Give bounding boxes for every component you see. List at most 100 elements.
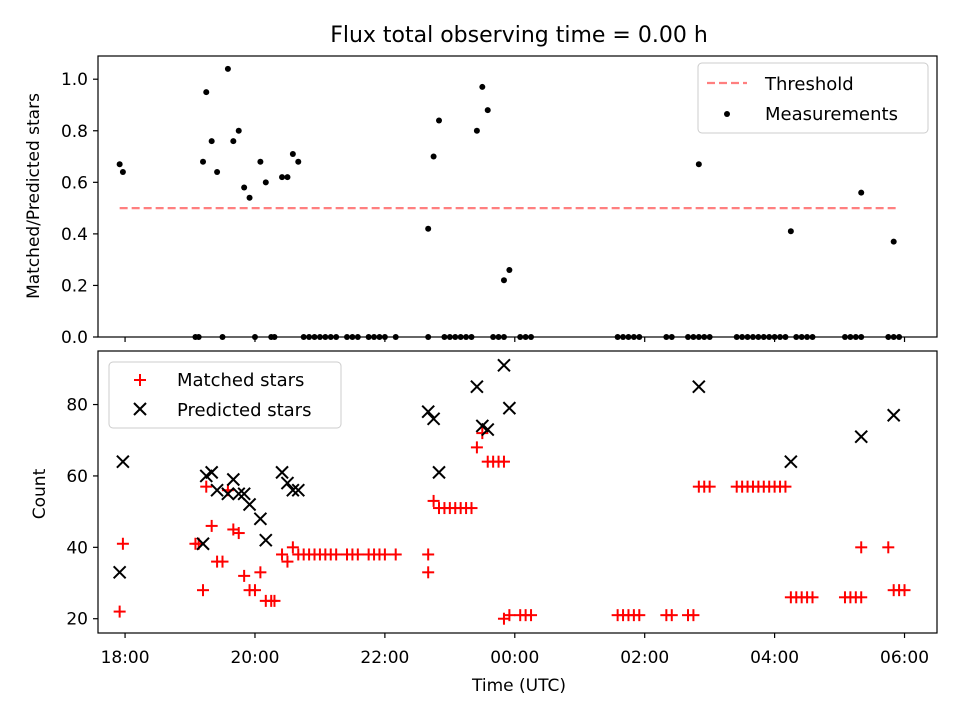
matched-star-marker xyxy=(779,480,792,493)
measurement-point xyxy=(235,127,242,134)
predicted-star-marker xyxy=(196,537,210,551)
predicted-star-marker xyxy=(497,358,511,372)
legend-predicted-label: Predicted stars xyxy=(177,400,311,421)
predicted-star-marker xyxy=(226,472,241,487)
matched-star-marker xyxy=(232,527,245,540)
measurement-point xyxy=(430,153,437,160)
matched-star-marker xyxy=(422,566,435,579)
predicted-star-marker xyxy=(692,379,706,394)
top-x-ticks xyxy=(124,337,906,342)
predicted-star-marker xyxy=(291,483,305,497)
predicted-star-marker xyxy=(112,565,127,580)
predicted-legend-swatch xyxy=(133,402,147,416)
measurement-point xyxy=(289,150,296,157)
matched-star-marker xyxy=(703,480,716,493)
matched-star-marker xyxy=(855,541,868,554)
measurement-point xyxy=(473,127,480,134)
matched-star-marker xyxy=(205,519,218,532)
legend-threshold-label: Threshold xyxy=(764,74,854,95)
top-y-tick-label: 0.6 xyxy=(61,173,88,193)
predicted-star-marker xyxy=(116,454,130,469)
predicted-star-marker xyxy=(232,487,246,501)
predicted-star-marker xyxy=(854,429,868,444)
matched-star-marker xyxy=(330,548,343,561)
bottom-legend-box xyxy=(108,361,342,429)
matched-star-marker xyxy=(389,548,402,561)
matched-star-marker xyxy=(633,609,646,622)
top-y-axis-label: Matched/Predicted stars xyxy=(24,93,44,299)
matched-legend-swatch xyxy=(134,374,146,386)
measurement-point xyxy=(279,174,286,181)
legend-matched-label: Matched stars xyxy=(177,370,304,391)
predicted-star-marker xyxy=(502,401,517,415)
predicted-star-marker xyxy=(286,483,300,497)
measurement-point xyxy=(241,184,248,191)
measurement-point xyxy=(224,65,231,72)
matched-star-marker xyxy=(806,591,819,604)
bottom-y-tick-label: 80 xyxy=(66,396,88,416)
measurement-point xyxy=(208,138,215,145)
matched-star-marker xyxy=(113,605,126,618)
bottom-plot-frame xyxy=(97,350,938,634)
chart-title: Flux total observing time = 0.00 h xyxy=(330,23,708,48)
measurement-point xyxy=(284,174,291,181)
bottom-x-ticks: 18:00 20:00 22:00 00:00 02:00 04:00 06:00 xyxy=(101,633,929,668)
matched-star-marker xyxy=(687,609,700,622)
bottom-y-ticks: 20 40 60 80 xyxy=(66,396,98,630)
matched-star-marker xyxy=(216,555,229,568)
x-axis-label: Time (UTC) xyxy=(471,676,566,696)
matched-star-marker xyxy=(525,609,538,622)
matched-star-marker xyxy=(281,555,294,568)
predicted-star-marker xyxy=(481,422,495,437)
measurement-point xyxy=(787,228,794,235)
predicted-star-marker xyxy=(242,497,257,512)
matched-star-marker xyxy=(351,548,364,561)
measurement-point xyxy=(858,189,865,196)
bottom-y-tick-label: 20 xyxy=(66,610,88,630)
x-tick-label: 22:00 xyxy=(360,648,409,668)
x-tick-label: 20:00 xyxy=(230,648,279,668)
predicted-star-marker xyxy=(210,483,224,497)
matched-star-marker xyxy=(286,541,299,554)
bottom-panel: Count Time (UTC) 20 40 60 80 18:00 20:00 22:0… xyxy=(30,350,938,696)
measurement-point xyxy=(119,169,126,176)
matched-star-marker xyxy=(197,584,210,597)
top-y-tick-label: 0.4 xyxy=(61,225,88,245)
predicted-star-marker xyxy=(204,465,219,480)
top-y-tick-label: 0.2 xyxy=(61,276,88,296)
predicted-star-marker xyxy=(470,379,484,394)
x-tick-label: 06:00 xyxy=(880,648,929,668)
bottom-y-axis-label: Count xyxy=(30,468,50,519)
predicted-star-marker xyxy=(421,404,435,419)
measurement-point xyxy=(436,117,443,124)
measurement-point xyxy=(506,266,513,273)
matched-star-marker xyxy=(665,609,678,622)
x-tick-label: 02:00 xyxy=(620,648,669,668)
top-plot-frame xyxy=(97,55,938,338)
predicted-star-marker xyxy=(275,465,289,480)
predicted-star-marker xyxy=(784,454,798,469)
matched-star-marker xyxy=(116,537,129,550)
matched-star-marker xyxy=(268,594,281,607)
legend-measurements-label: Measurements xyxy=(765,104,898,125)
matched-star-marker xyxy=(427,494,440,507)
bottom-plot-marks xyxy=(112,358,911,625)
bottom-y-tick-label: 40 xyxy=(66,538,88,558)
x-tick-label: 04:00 xyxy=(750,648,799,668)
measurement-point xyxy=(262,179,269,186)
predicted-star-marker xyxy=(259,533,273,547)
measurement-point xyxy=(695,161,702,168)
top-y-tick-label: 1.0 xyxy=(61,70,88,90)
measurements-legend-swatch xyxy=(724,111,730,117)
top-legend-box xyxy=(697,62,929,134)
predicted-star-marker xyxy=(253,512,268,526)
measurement-point xyxy=(116,161,123,168)
matched-star-marker xyxy=(882,541,895,554)
bottom-y-tick-label: 60 xyxy=(66,467,88,487)
top-y-ticks: 0.0 0.2 0.4 0.6 0.8 1.0 xyxy=(61,70,98,348)
predicted-star-marker xyxy=(221,487,235,501)
matched-star-marker xyxy=(378,548,391,561)
top-legend: Threshold Measurements xyxy=(697,62,929,134)
top-panel: Matched/Predicted stars 0.0 0.2 0.4 0.6 0.8 1… xyxy=(24,55,938,348)
